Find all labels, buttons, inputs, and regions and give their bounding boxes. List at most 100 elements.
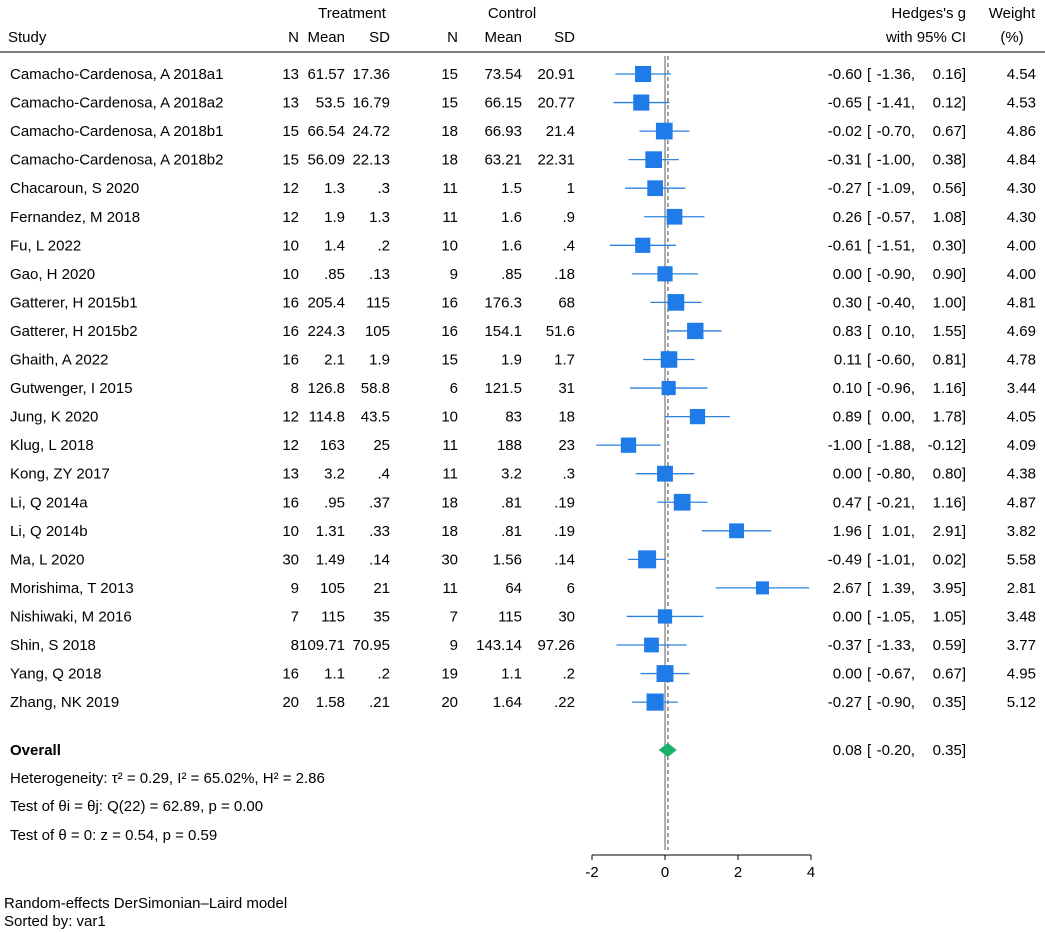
control-mean: 121.5 xyxy=(484,380,522,397)
control-mean: .81 xyxy=(501,523,522,540)
study-name: Kong, ZY 2017 xyxy=(10,466,110,483)
study-row: Shin, S 2018 8 109.71 70.95 9 143.14 97.26 -0.3… xyxy=(10,637,1036,654)
weight-value: 4.09 xyxy=(1007,437,1036,454)
ci-open-bracket: [ xyxy=(867,380,872,397)
study-name: Nishiwaki, M 2016 xyxy=(10,608,132,625)
effect-marker xyxy=(729,523,744,539)
weight-value: 4.87 xyxy=(1007,494,1036,511)
overall-diamond xyxy=(658,743,677,757)
effect-marker xyxy=(644,637,659,653)
study-row: Klug, L 2018 12 163 25 11 188 23 -1.00 [-1.88, -0… xyxy=(10,437,1036,454)
ci-lower: -1.33, xyxy=(877,637,915,654)
treatment-mean: 1.4 xyxy=(324,237,345,254)
study-name: Gatterer, H 2015b1 xyxy=(10,294,138,311)
ci-upper: 1.08] xyxy=(933,209,966,226)
effect-estimate: -0.37 xyxy=(828,637,862,654)
study-row: Gatterer, H 2015b2 16 224.3 105 16 154.1 51.6 0… xyxy=(10,322,1036,340)
ci-open-bracket: [ xyxy=(867,209,872,226)
treatment-mean: 1.3 xyxy=(324,180,345,197)
treatment-mean: 2.1 xyxy=(324,352,345,369)
x-tick-label: 0 xyxy=(661,864,669,881)
control-mean: .81 xyxy=(501,494,522,511)
treatment-n: 12 xyxy=(282,180,299,197)
treatment-n: 16 xyxy=(282,494,299,511)
study-row: Ghaith, A 2022 16 2.1 1.9 15 1.9 1.7 0.11 [-0.60… xyxy=(10,351,1036,369)
effect-marker xyxy=(661,380,676,396)
control-sd: 23 xyxy=(558,437,575,454)
weight-value: 4.78 xyxy=(1007,352,1036,369)
treatment-sd: .3 xyxy=(377,180,390,197)
ci-upper: 0.80] xyxy=(933,466,966,483)
study-name: Gatterer, H 2015b2 xyxy=(10,323,138,340)
ci-lower: -0.80, xyxy=(877,466,915,483)
effect-estimate: 0.00 xyxy=(833,666,862,683)
weight-value: 4.30 xyxy=(1007,180,1036,197)
study-name: Yang, Q 2018 xyxy=(10,666,101,683)
study-row: Jung, K 2020 12 114.8 43.5 10 83 18 0.89 [0.00, 1… xyxy=(10,409,1036,426)
control-sd: 30 xyxy=(558,608,575,625)
control-sd: .18 xyxy=(554,266,575,283)
ci-upper: 0.67] xyxy=(933,666,966,683)
ci-open-bracket: [ xyxy=(867,666,872,683)
treatment-n: 10 xyxy=(282,266,299,283)
control-mean: 3.2 xyxy=(501,466,522,483)
ci-lower: -0.96, xyxy=(877,380,915,397)
control-n: 18 xyxy=(441,494,458,511)
treatment-n: 12 xyxy=(282,409,299,426)
treatment-n: 7 xyxy=(291,608,299,625)
overall-ci-open-bracket: [ xyxy=(867,742,872,759)
ci-upper: 0.38] xyxy=(933,152,966,169)
treatment-n: 16 xyxy=(282,666,299,683)
heterogeneity-text: Heterogeneity: τ² = 0.29, I² = 65.02%, H… xyxy=(10,770,325,787)
study-rows: Camacho-Cardenosa, A 2018a1 13 61.57 17.36 1… xyxy=(10,65,1036,711)
control-sd: 22.31 xyxy=(537,152,575,169)
control-n: 15 xyxy=(441,352,458,369)
study-row: Chacaroun, S 2020 12 1.3 .3 11 1.5 1 -0.27 [-1.0… xyxy=(10,180,1036,197)
treatment-mean: 1.58 xyxy=(316,694,345,711)
ci-open-bracket: [ xyxy=(867,152,872,169)
weight-value: 3.48 xyxy=(1007,608,1036,625)
control-sd: 18 xyxy=(558,409,575,426)
effect-marker xyxy=(689,408,706,425)
effect-marker xyxy=(646,693,664,711)
treatment-n: 13 xyxy=(282,95,299,112)
overall-values: 0.08 [-0.20, 0.35] xyxy=(658,742,966,759)
treatment-n: 16 xyxy=(282,352,299,369)
treatment-n: 8 xyxy=(291,637,299,654)
treatment-sd: .2 xyxy=(377,666,390,683)
header-treatment: Treatment xyxy=(318,5,387,22)
study-name: Gutwenger, I 2015 xyxy=(10,380,133,397)
weight-value: 3.44 xyxy=(1007,380,1036,397)
ci-upper: 0.12] xyxy=(933,95,966,112)
weight-value: 4.00 xyxy=(1007,237,1036,254)
weight-value: 5.58 xyxy=(1007,551,1036,568)
control-n: 18 xyxy=(441,152,458,169)
study-name: Camacho-Cardenosa, A 2018a2 xyxy=(10,95,223,112)
control-mean: 1.9 xyxy=(501,352,522,369)
ci-lower: -1.00, xyxy=(877,152,915,169)
weight-value: 3.82 xyxy=(1007,523,1036,540)
overall-label: Overall xyxy=(10,742,61,759)
effect-marker xyxy=(620,437,637,453)
ci-upper: 1.55] xyxy=(933,323,966,340)
ci-lower: -1.88, xyxy=(877,437,915,454)
footnote-sorted: Sorted by: var1 xyxy=(4,913,106,930)
ci-upper: 1.78] xyxy=(933,409,966,426)
study-row: Li, Q 2014b 10 1.31 .33 18 .81 .19 1.96 [1.01, 2.… xyxy=(10,523,1036,540)
ci-lower: -1.09, xyxy=(877,180,915,197)
ci-open-bracket: [ xyxy=(867,551,872,568)
study-row: Camacho-Cardenosa, A 2018b2 15 56.09 22.13 1… xyxy=(10,151,1036,169)
treatment-sd: 115 xyxy=(366,294,390,311)
ci-open-bracket: [ xyxy=(867,237,872,254)
ci-open-bracket: [ xyxy=(867,266,872,283)
ci-upper: 0.30] xyxy=(933,237,966,254)
effect-estimate: -0.65 xyxy=(828,95,862,112)
effect-marker xyxy=(666,208,683,225)
treatment-sd: 24.72 xyxy=(352,123,390,140)
treatment-n: 30 xyxy=(282,551,299,568)
treatment-n: 10 xyxy=(282,523,299,540)
ci-open-bracket: [ xyxy=(867,523,872,540)
reference-lines xyxy=(664,56,669,850)
overall-estimate: 0.08 xyxy=(833,742,862,759)
treatment-n: 10 xyxy=(282,237,299,254)
